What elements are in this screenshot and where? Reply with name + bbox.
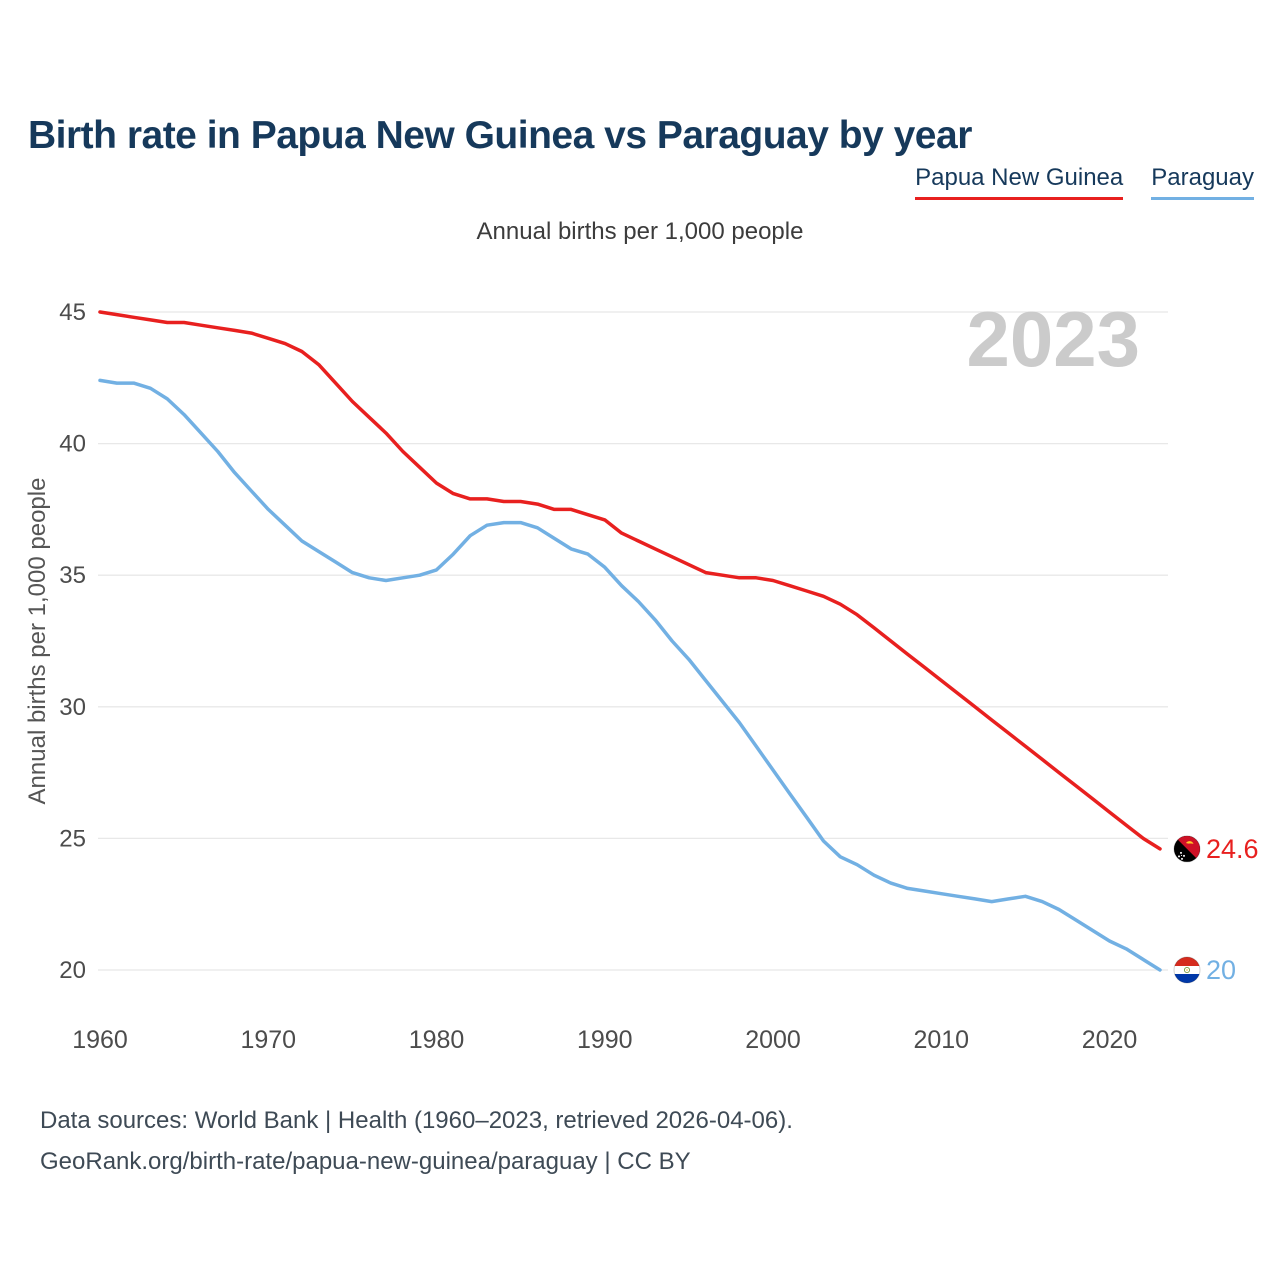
legend-item-paraguay[interactable]: Paraguay (1151, 164, 1254, 200)
y-axis-label: Annual births per 1,000 people (24, 478, 51, 805)
x-axis-tick-labels: 1960 1970 1980 1990 2000 2010 2020 (72, 1026, 1137, 1054)
end-value-papua-new-guinea: 24.6 (1206, 834, 1259, 864)
series-line-paraguay (98, 378, 1162, 972)
y-tick-label: 40 (59, 431, 86, 458)
footer-attribution: GeoRank.org/birth-rate/papua-new-guinea/… (40, 1148, 691, 1175)
x-tick-label: 1980 (409, 1026, 465, 1054)
end-value-paraguay: 20 (1206, 955, 1236, 985)
footer: Data sources: World Bank | Health (1960–… (40, 1100, 793, 1182)
y-tick-label: 20 (59, 957, 86, 984)
chart-subtitle: Annual births per 1,000 people (476, 218, 804, 245)
y-tick-label: 30 (59, 694, 86, 721)
series-line-papua-new-guinea (98, 310, 1162, 851)
watermark-year: 2023 (966, 295, 1140, 383)
gridlines (98, 311, 1168, 971)
chart-legend: Papua New Guinea Paraguay (915, 164, 1254, 200)
y-tick-label: 35 (59, 562, 86, 589)
series-lines (98, 310, 1162, 972)
y-tick-label: 45 (59, 299, 86, 326)
x-tick-label: 2000 (745, 1026, 801, 1054)
page-title: Birth rate in Papua New Guinea vs Paragu… (28, 114, 972, 158)
x-tick-label: 1970 (240, 1026, 296, 1054)
x-tick-label: 2010 (913, 1026, 969, 1054)
x-tick-label: 1960 (72, 1026, 128, 1054)
footer-data-sources: Data sources: World Bank | Health (1960–… (40, 1107, 793, 1134)
x-tick-label: 2020 (1082, 1026, 1138, 1054)
y-tick-label: 25 (59, 825, 86, 852)
legend-item-papua-new-guinea[interactable]: Papua New Guinea (915, 164, 1124, 200)
y-axis-tick-labels: 20 25 30 35 40 45 (59, 299, 86, 984)
x-tick-label: 1990 (577, 1026, 633, 1054)
papua-new-guinea-flag-icon (1173, 835, 1201, 863)
paraguay-flag-icon (1173, 956, 1201, 984)
